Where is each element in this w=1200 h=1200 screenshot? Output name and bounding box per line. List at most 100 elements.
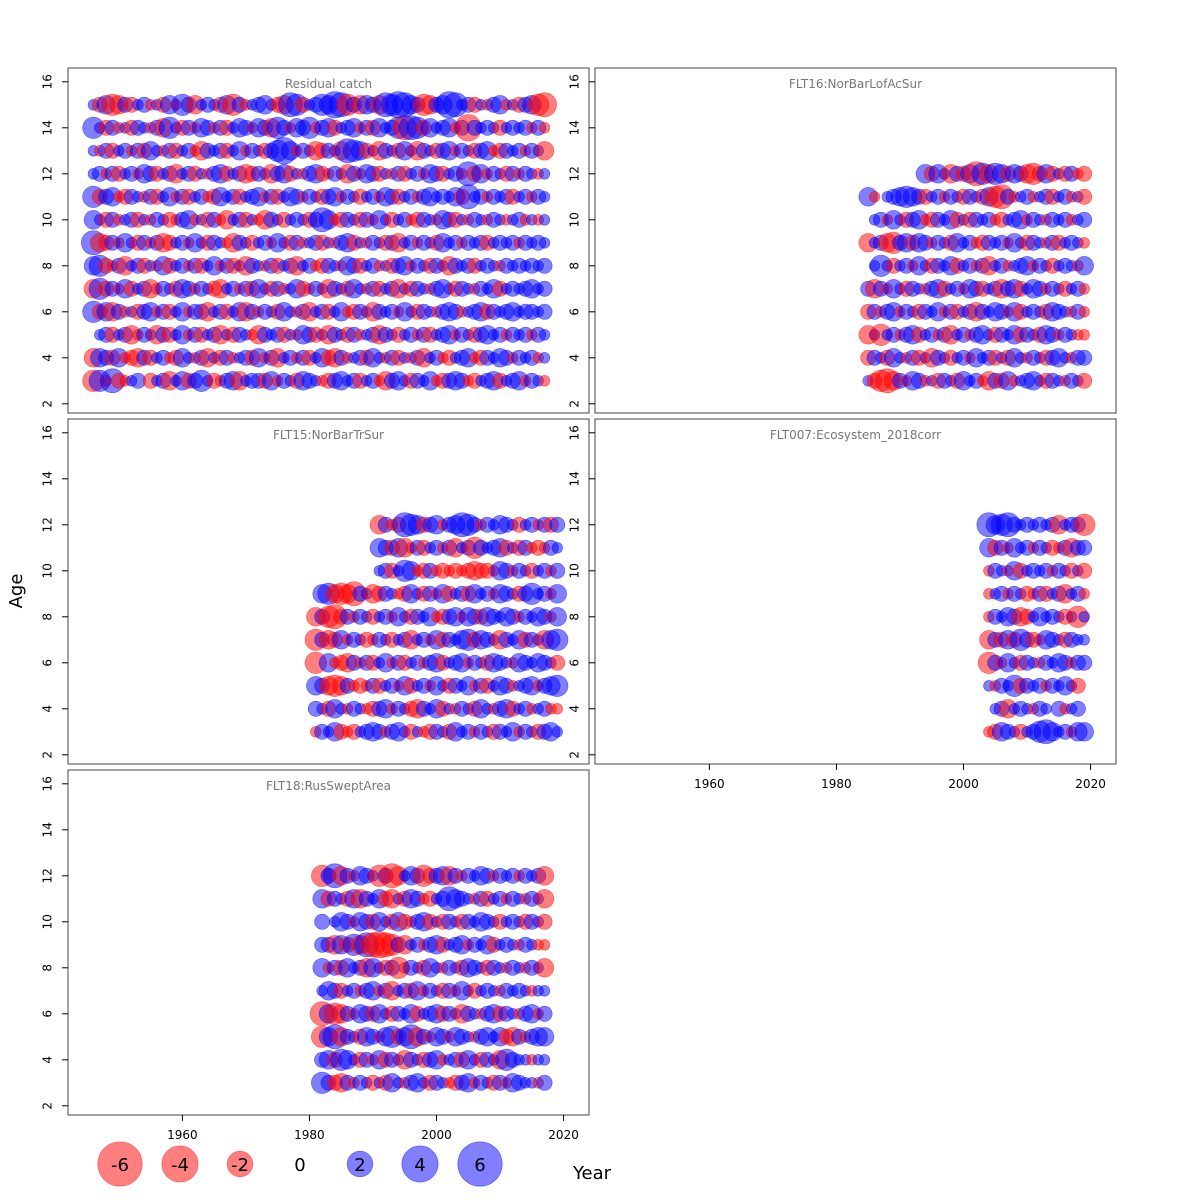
residual-bubble [536,303,553,320]
residual-bubble [538,1054,551,1066]
y-tick-label: 8 [41,262,55,270]
panel-title: FLT18:RusSweptArea [266,779,391,793]
y-tick-label: 12 [41,517,55,532]
y-tick-label: 2 [41,400,55,408]
x-tick-label: 2020 [1075,777,1106,791]
x-axis-title: Year [572,1163,612,1184]
y-tick-label: 12 [568,166,582,181]
residual-bubble [538,329,551,341]
residual-bubble [536,1005,553,1022]
panel-5: FLT18:RusSweptArea 2 4 6 8 10 12 14 16 1960 1980 20… [41,769,590,1142]
residual-bubble [534,889,555,909]
panel-frame [594,67,1117,414]
residual-bubble [1078,634,1090,646]
residual-bubble [536,913,553,930]
residual-bubble [1078,283,1090,295]
panel-frame [67,769,590,1116]
residual-bubble [1076,372,1093,389]
y-tick-label: 4 [568,354,582,362]
residual-bubble [538,191,551,203]
residual-bubble [536,257,553,274]
y-tick-label: 10 [568,563,582,578]
panel-frame [594,418,1117,765]
y-tick-label: 2 [41,1102,55,1110]
residual-bubble [546,628,569,651]
y-tick-label: 4 [41,354,55,362]
panel-title: FLT15:NorBarTrSur [273,428,384,442]
residual-bubble [534,141,555,161]
residual-bubble [868,191,881,203]
y-tick-label: 10 [41,914,55,929]
legend: -6 -4 -2 0 2 4 6 [97,1141,503,1187]
y-tick-label: 6 [568,308,582,316]
y-tick-label: 2 [568,751,582,759]
y-tick-label: 16 [568,74,582,89]
y-tick-label: 16 [41,425,55,440]
residual-bubble [538,985,551,997]
panel-1: Residual catch 2 4 6 8 10 12 14 16 [41,67,590,414]
residual-bubble [1069,700,1086,717]
y-tick-label: 14 [41,471,55,486]
residual-bubble [538,375,551,387]
legend-bubble [457,1141,503,1187]
y-tick-label: 14 [568,120,582,135]
residual-bubble [549,562,566,579]
residual-bubble [1078,611,1090,623]
y-tick-label: 10 [41,563,55,578]
residual-bubble [538,352,551,364]
panel-3: FLT15:NorBarTrSur 2 4 6 8 10 12 14 16 [41,418,590,765]
legend-label: -6 [111,1155,129,1176]
y-tick-label: 4 [568,705,582,713]
residual-bubble [1076,562,1093,579]
legend-label: 2 [354,1155,365,1176]
residual-bubble [1073,513,1096,536]
y-tick-label: 16 [568,425,582,440]
y-tick-label: 14 [41,120,55,135]
panel-title: Residual catch [285,77,372,91]
y-tick-label: 10 [41,212,55,227]
y-tick-label: 6 [41,308,55,316]
legend-bubble [161,1145,199,1183]
residual-bubble [538,122,551,134]
residual-bubble [1074,722,1094,742]
y-tick-label: 12 [41,166,55,181]
y-tick-label: 16 [41,776,55,791]
y-tick-label: 2 [41,751,55,759]
legend-bubble [226,1150,254,1178]
residual-bubble [1076,539,1093,556]
residual-bubble [538,939,551,951]
residual-bubble [551,703,563,715]
panel-title: FLT007:Ecosystem_2018corr [770,428,941,442]
residual-bubble [534,866,555,886]
residual-bubble [1076,349,1093,366]
legend-bubble [97,1141,143,1187]
residual-bubble [546,674,569,697]
residual-bubble [314,913,331,930]
y-tick-label: 16 [41,74,55,89]
residual-bubble [551,542,563,554]
x-tick-label: 2020 [548,1128,579,1142]
y-tick-label: 6 [41,659,55,667]
y-tick-label: 8 [41,613,55,621]
y-tick-label: 2 [568,400,582,408]
panel-frame [67,67,590,414]
residual-bubble [1076,211,1093,228]
residual-bubble [1069,677,1086,694]
y-tick-label: 6 [568,659,582,667]
y-tick-label: 8 [568,262,582,270]
y-tick-label: 4 [41,705,55,713]
panel-4: FLT007:Ecosystem_2018corr 2 4 6 8 10 12 14 16 196… [568,418,1117,791]
residual-bubble [536,1074,553,1091]
legend-label: 6 [474,1155,485,1176]
y-tick-label: 12 [41,868,55,883]
x-tick-label: 1960 [694,777,725,791]
residual-bubble [1040,703,1052,715]
legend-label: -2 [231,1155,249,1176]
legend-bubble [346,1150,374,1178]
panel-frame [67,418,590,765]
y-tick-label: 12 [568,517,582,532]
y-tick-label: 10 [568,212,582,227]
legend-label: 4 [414,1155,425,1176]
residual-bubble [1076,188,1093,205]
